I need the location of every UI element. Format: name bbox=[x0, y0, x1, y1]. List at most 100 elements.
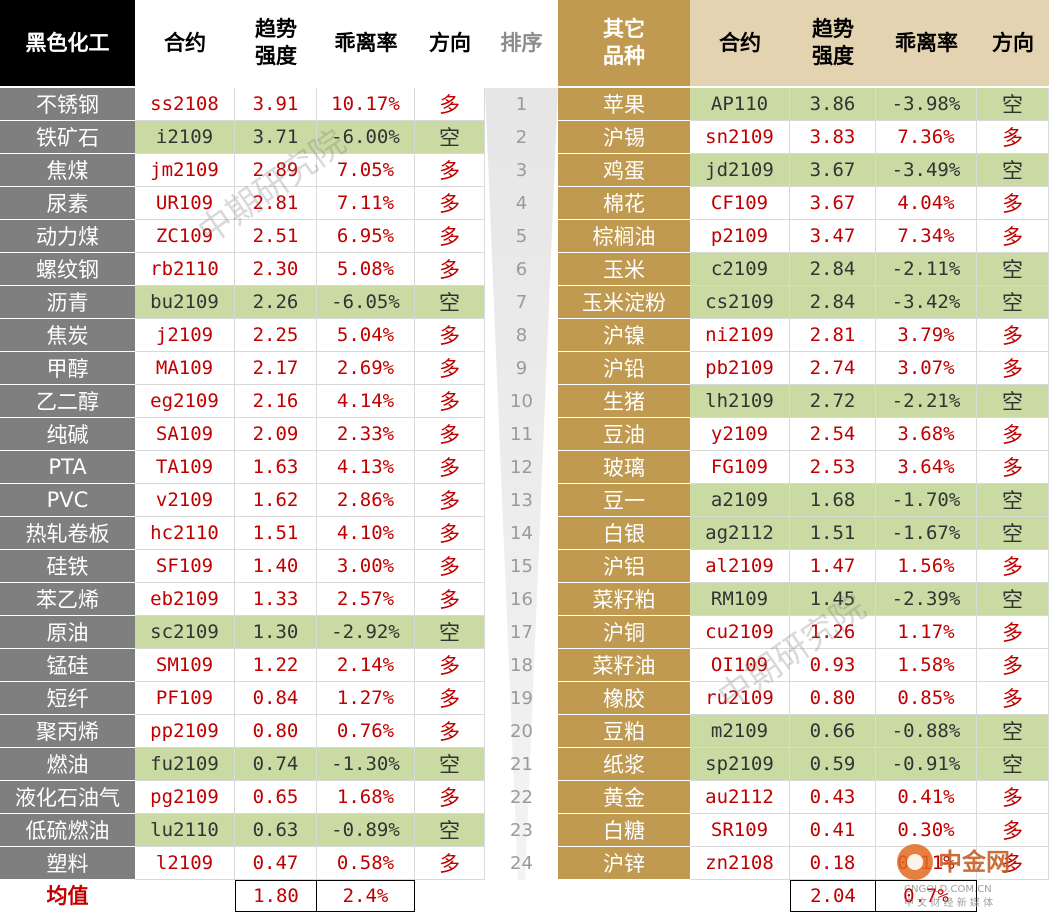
header-right-1-line-0: 合约 bbox=[719, 30, 761, 55]
right-category-name: 黄金 bbox=[558, 781, 690, 813]
right-strength-cell: 2.81 bbox=[790, 319, 876, 352]
right-deviation-cell: 3.64% bbox=[876, 451, 977, 484]
left-direction-cell: 多 bbox=[415, 847, 485, 880]
right-deviation-cell: 0.85% bbox=[876, 682, 977, 715]
right-category-name: 纸浆 bbox=[558, 748, 690, 780]
left-deviation-cell: 1.68% bbox=[317, 781, 415, 814]
left-strength-cell: 3.91 bbox=[235, 88, 317, 121]
header-right-4: 方向 bbox=[977, 0, 1049, 86]
left-deviation-cell: 3.00% bbox=[317, 550, 415, 583]
right-category-name: 沪铝 bbox=[558, 550, 690, 582]
right-strength-cell: 1.51 bbox=[790, 517, 876, 550]
right-strength-cell: 2.84 bbox=[790, 253, 876, 286]
header-right-0-line-1: 品种 bbox=[603, 44, 645, 68]
left-contract-cell: bu2109 bbox=[135, 286, 235, 319]
right-deviation-cell: 4.04% bbox=[876, 187, 977, 220]
right-strength-cell: 2.53 bbox=[790, 451, 876, 484]
right-deviation-cell: -1.67% bbox=[876, 517, 977, 550]
header-right-3-line-0: 乖离率 bbox=[895, 30, 958, 55]
left-strength-cell: 0.84 bbox=[235, 682, 317, 715]
right-direction-cell: 空 bbox=[977, 385, 1049, 418]
left-direction-cell: 空 bbox=[415, 286, 485, 319]
right-direction-cell: 多 bbox=[977, 319, 1049, 352]
right-category-name: 白糖 bbox=[558, 814, 690, 846]
left-category-name: 焦煤 bbox=[0, 154, 135, 186]
header-left-2: 趋势 强度 bbox=[235, 0, 317, 86]
left-strength-cell: 2.51 bbox=[235, 220, 317, 253]
right-contract-cell: FG109 bbox=[690, 451, 790, 484]
right-contract-cell: p2109 bbox=[690, 220, 790, 253]
right-category-name: 玉米淀粉 bbox=[558, 286, 690, 318]
right-deviation-cell: -3.98% bbox=[876, 88, 977, 121]
footer-right-deviation: 0.7% bbox=[875, 880, 977, 912]
left-contract-cell: lu2110 bbox=[135, 814, 235, 847]
right-category-name: 豆一 bbox=[558, 484, 690, 516]
left-category-name: 聚丙烯 bbox=[0, 715, 135, 747]
right-direction-cell: 多 bbox=[977, 616, 1049, 649]
right-strength-cell: 0.18 bbox=[790, 847, 876, 880]
right-category-name: 沪铅 bbox=[558, 352, 690, 384]
left-category-name: 螺纹钢 bbox=[0, 253, 135, 285]
left-direction-cell: 多 bbox=[415, 220, 485, 253]
left-deviation-cell: 7.05% bbox=[317, 154, 415, 187]
header-left-3-line-0: 乖离率 bbox=[334, 30, 398, 55]
right-deviation-cell: 1.17% bbox=[876, 616, 977, 649]
left-direction-cell: 多 bbox=[415, 385, 485, 418]
right-direction-cell: 多 bbox=[977, 682, 1049, 715]
right-direction-cell: 空 bbox=[977, 583, 1049, 616]
left-strength-cell: 0.80 bbox=[235, 715, 317, 748]
left-deviation-cell: -6.00% bbox=[317, 121, 415, 154]
left-contract-cell: sc2109 bbox=[135, 616, 235, 649]
right-strength-cell: 1.26 bbox=[790, 616, 876, 649]
left-category-name: 尿素 bbox=[0, 187, 135, 219]
right-category-name: 豆粕 bbox=[558, 715, 690, 747]
right-deviation-cell: -2.39% bbox=[876, 583, 977, 616]
rank-number: 20 bbox=[510, 721, 533, 742]
right-direction-cell: 多 bbox=[977, 121, 1049, 154]
left-strength-cell: 2.17 bbox=[235, 352, 317, 385]
left-deviation-cell: -1.30% bbox=[317, 748, 415, 781]
right-direction-cell: 多 bbox=[977, 451, 1049, 484]
left-category-name: 原油 bbox=[0, 616, 135, 648]
left-category-name: 焦炭 bbox=[0, 319, 135, 351]
right-deviation-cell: 3.68% bbox=[876, 418, 977, 451]
right-strength-cell: 0.66 bbox=[790, 715, 876, 748]
left-direction-cell: 多 bbox=[415, 583, 485, 616]
right-strength-cell: 3.83 bbox=[790, 121, 876, 154]
rank-number: 12 bbox=[510, 457, 533, 478]
right-direction-cell: 多 bbox=[977, 550, 1049, 583]
left-deviation-cell: 2.14% bbox=[317, 649, 415, 682]
right-contract-cell: cs2109 bbox=[690, 286, 790, 319]
right-direction-cell: 多 bbox=[977, 352, 1049, 385]
right-category-name: 沪铜 bbox=[558, 616, 690, 648]
right-category-name: 棉花 bbox=[558, 187, 690, 219]
right-strength-cell: 1.68 bbox=[790, 484, 876, 517]
footer-right-strength: 2.04 bbox=[790, 880, 876, 912]
right-strength-cell: 3.47 bbox=[790, 220, 876, 253]
header-rank: 排序 bbox=[485, 0, 558, 86]
left-contract-cell: SA109 bbox=[135, 418, 235, 451]
right-contract-cell: c2109 bbox=[690, 253, 790, 286]
rank-number: 14 bbox=[510, 523, 533, 544]
left-deviation-cell: 0.58% bbox=[317, 847, 415, 880]
right-deviation-cell: 7.36% bbox=[876, 121, 977, 154]
left-deviation-cell: 0.76% bbox=[317, 715, 415, 748]
header-category-left: 黑色化工 bbox=[0, 0, 135, 86]
rank-number: 22 bbox=[510, 787, 533, 808]
left-direction-cell: 多 bbox=[415, 451, 485, 484]
right-category-name: 豆油 bbox=[558, 418, 690, 450]
left-contract-cell: j2109 bbox=[135, 319, 235, 352]
left-strength-cell: 2.16 bbox=[235, 385, 317, 418]
left-strength-cell: 1.40 bbox=[235, 550, 317, 583]
right-category-name: 橡胶 bbox=[558, 682, 690, 714]
left-direction-cell: 多 bbox=[415, 682, 485, 715]
rank-number: 4 bbox=[515, 193, 528, 214]
left-direction-cell: 多 bbox=[415, 352, 485, 385]
left-contract-cell: PF109 bbox=[135, 682, 235, 715]
right-deviation-cell: 3.07% bbox=[876, 352, 977, 385]
right-category-name: 沪锡 bbox=[558, 121, 690, 153]
rank-number: 17 bbox=[510, 622, 533, 643]
right-direction-cell: 多 bbox=[977, 220, 1049, 253]
right-category-name: 菜籽粕 bbox=[558, 583, 690, 615]
rank-number: 13 bbox=[510, 490, 533, 511]
